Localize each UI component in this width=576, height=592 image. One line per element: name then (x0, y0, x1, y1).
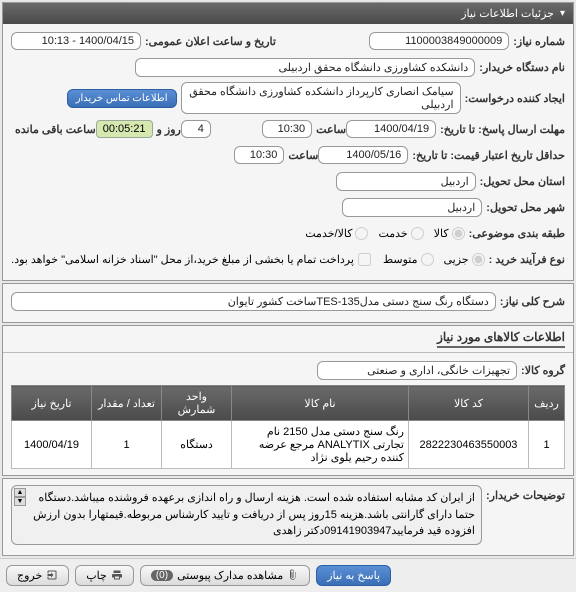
subject-type-radios: کالا خدمت کالا/خدمت (305, 227, 464, 240)
paperclip-icon (287, 569, 299, 581)
col-idx: ردیف (529, 386, 565, 421)
exit-icon (46, 569, 58, 581)
items-table: ردیف کد کالا نام کالا واحد شمارش تعداد /… (11, 385, 565, 469)
attachments-button[interactable]: مشاهده مدارک پیوستی (0) (140, 565, 310, 586)
city-label: شهر محل تحویل: (486, 201, 565, 214)
validity-date: 1400/05/16 (318, 146, 408, 164)
desc-label: شرح کلی نیاز: (500, 295, 565, 308)
requester-value: سیامک انصاری کارپرداز دانشکده کشاورزی دا… (181, 82, 461, 114)
spin-down-icon[interactable]: ▼ (14, 497, 26, 506)
close-button[interactable]: خروج (6, 565, 69, 586)
desc-panel: شرح کلی نیاز: دستگاه رنگ سنج دستی مدلTES… (2, 283, 574, 323)
collapse-icon[interactable]: ▾ (560, 8, 565, 19)
print-button[interactable]: چاپ (75, 565, 134, 586)
button-bar: پاسخ به نیاز مشاهده مدارک پیوستی (0) چاپ… (0, 558, 576, 592)
details-panel: ▾ جزئیات اطلاعات نیاز شماره نیاز: 110000… (2, 2, 574, 281)
reply-button[interactable]: پاسخ به نیاز (316, 565, 391, 586)
group-value: تجهیزات خانگی، اداری و صنعتی (317, 361, 517, 380)
need-no-label: شماره نیاز: (513, 35, 565, 48)
purchase-type-label: نوع فرآیند خرید : (489, 253, 565, 266)
radio-both[interactable]: کالا/خدمت (305, 227, 368, 240)
notes-label: توضیحات خریدار: (486, 489, 565, 502)
col-date: تاریخ نیاز (12, 386, 92, 421)
col-code: کد کالا (409, 386, 529, 421)
purchase-note: پرداخت تمام یا بخشی از مبلغ خرید،از محل … (11, 253, 354, 266)
radio-goods[interactable]: کالا (434, 227, 465, 240)
col-unit: واحد شمارش (162, 386, 232, 421)
time-remaining: 00:05:21 (96, 120, 153, 138)
min-count: 4 (181, 120, 211, 138)
subject-type-label: طبقه بندی موضوعی: (469, 227, 565, 240)
province-label: استان محل تحویل: (480, 175, 565, 188)
desc-value: دستگاه رنگ سنج دستی مدلTES-135ساخت کشور … (11, 292, 496, 311)
cell-code: 2822230463550003 (409, 421, 529, 469)
validity-label: حداقل تاریخ اعتبار قیمت: تا تاریخ: (412, 149, 565, 162)
contact-button[interactable]: اطلاعات تماس خریدار (67, 89, 177, 108)
items-title: اطلاعات کالاهای مورد نیاز (3, 326, 573, 353)
radio-service[interactable]: خدمت (378, 227, 423, 240)
buyer-value: دانشکده کشاورزی دانشگاه محقق اردبیلی (135, 58, 475, 77)
deadline-label: مهلت ارسال پاسخ: تا تاریخ: (440, 123, 565, 136)
table-row[interactable]: 1 2822230463550003 رنگ سنج دستی مدل 2150… (12, 421, 565, 469)
time-label-2: ساعت (288, 149, 318, 162)
printer-icon (111, 569, 123, 581)
deadline-time: 10:30 (262, 120, 312, 138)
city-value: اردبیل (342, 198, 482, 217)
spin-up-icon[interactable]: ▲ (14, 488, 26, 497)
panel-header[interactable]: ▾ جزئیات اطلاعات نیاز (3, 3, 573, 24)
cell-date: 1400/04/19 (12, 421, 92, 469)
purchase-type-radios: جزیی متوسط (383, 253, 485, 266)
buyer-label: نام دستگاه خریدار: (479, 61, 565, 74)
row2-label: روز و (157, 123, 181, 136)
col-name: نام کالا (232, 386, 409, 421)
panel-title: جزئیات اطلاعات نیاز (461, 7, 554, 20)
radio-minor[interactable]: جزیی (444, 253, 485, 266)
notes-text: از ایران کد مشابه استفاده شده است. هزینه… (33, 492, 475, 537)
group-label: گروه کالا: (521, 364, 565, 377)
cell-unit: دستگاه (162, 421, 232, 469)
cell-idx: 1 (529, 421, 565, 469)
time-label-1: ساعت (316, 123, 346, 136)
announce-value: 1400/04/15 - 10:13 (11, 32, 141, 50)
need-no-value: 1100003849000009 (369, 32, 509, 50)
requester-label: ایجاد کننده درخواست: (465, 92, 565, 105)
cell-name: رنگ سنج دستی مدل 2150 نام تجارتی ANALYTI… (232, 421, 409, 469)
time-rem-label: ساعت باقی مانده (15, 123, 96, 136)
notes-box: از ایران کد مشابه استفاده شده است. هزینه… (11, 485, 482, 545)
validity-time: 10:30 (234, 146, 284, 164)
notes-panel: توضیحات خریدار: از ایران کد مشابه استفاد… (2, 478, 574, 556)
announce-label: تاریخ و ساعت اعلان عمومی: (145, 35, 276, 48)
notes-spinner[interactable]: ▲ ▼ (14, 488, 26, 506)
radio-medium[interactable]: متوسط (383, 253, 434, 266)
col-qty: تعداد / مقدار (92, 386, 162, 421)
items-panel: اطلاعات کالاهای مورد نیاز گروه کالا: تجه… (2, 325, 574, 476)
province-value: اردبیل (336, 172, 476, 191)
treasury-checkbox[interactable]: پرداخت تمام یا بخشی از مبلغ خرید،از محل … (11, 253, 371, 266)
cell-qty: 1 (92, 421, 162, 469)
panel-body: شماره نیاز: 1100003849000009 تاریخ و ساع… (3, 24, 573, 280)
deadline-date: 1400/04/19 (346, 120, 436, 138)
table-header-row: ردیف کد کالا نام کالا واحد شمارش تعداد /… (12, 386, 565, 421)
attach-count: (0) (151, 570, 173, 581)
